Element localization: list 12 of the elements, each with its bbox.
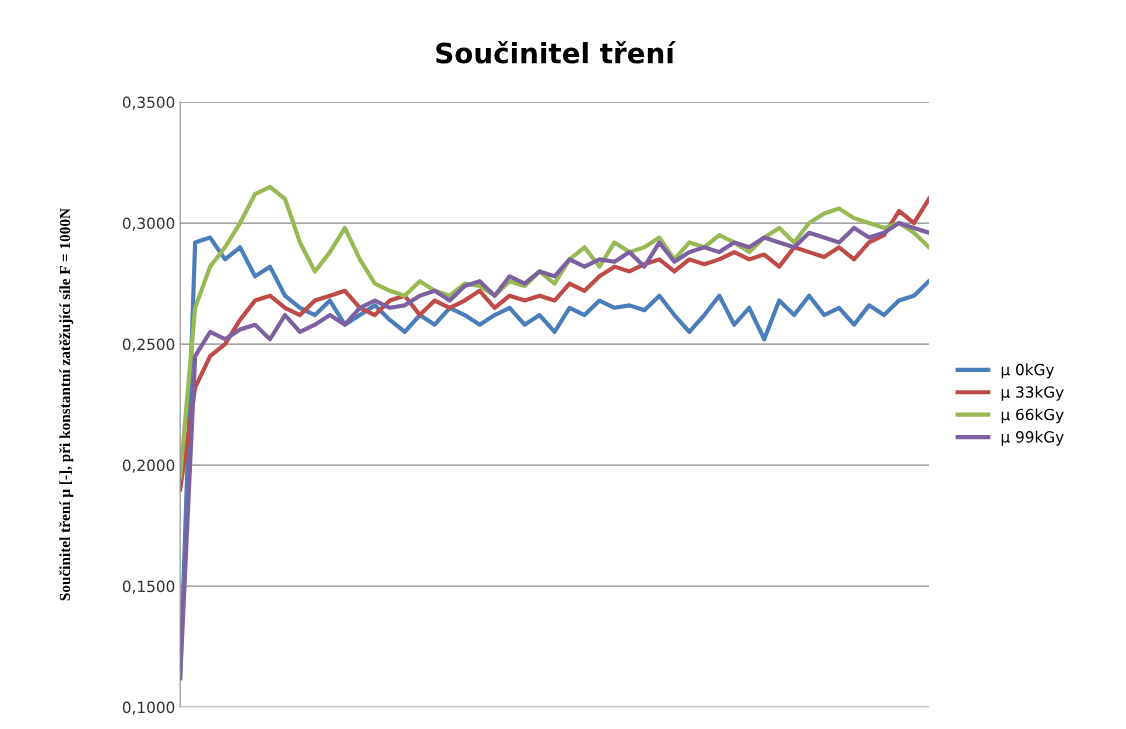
y-tick-label: 0,1500: [122, 580, 175, 594]
legend-label: μ 66kGy: [1001, 408, 1064, 424]
legend-label: μ 33kGy: [1001, 385, 1064, 401]
y-axis-title: Součinitel tření μ [-], při konstantní zatěžující síle F = 1000N: [59, 208, 74, 601]
y-tick-label: 0,3500: [122, 96, 175, 110]
y-tick-label: 0,2500: [122, 338, 175, 352]
y-tick-label: 0,1000: [122, 701, 175, 715]
y-tick-label: 0,3000: [122, 217, 175, 231]
legend-label: μ 0kGy: [1001, 363, 1055, 379]
chart-title: Součinitel tření: [436, 40, 677, 64]
legend-label: μ 99kGy: [1001, 430, 1064, 446]
y-tick-label: 0,2000: [122, 459, 175, 473]
